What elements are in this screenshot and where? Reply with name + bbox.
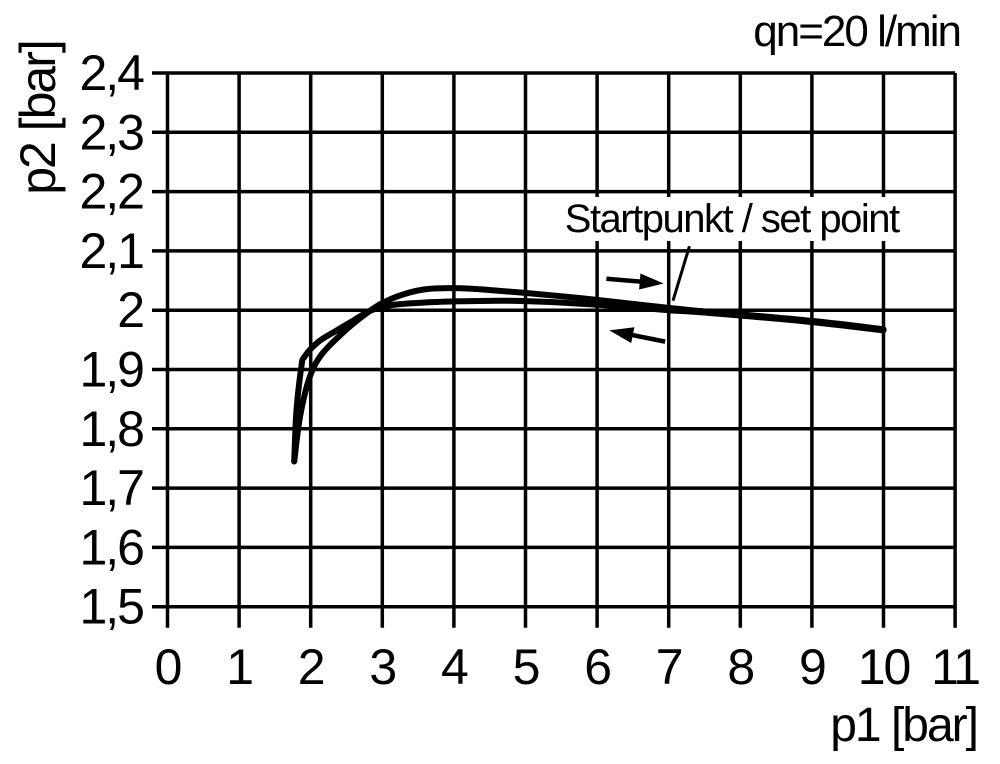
arrow-return-direction-head bbox=[609, 327, 635, 343]
y-axis-title: p2 [bar] bbox=[10, 41, 66, 195]
x-tick-label: 10 bbox=[858, 639, 910, 695]
arrow-return-direction-shaft bbox=[628, 332, 666, 344]
x-tick-label: 9 bbox=[799, 639, 825, 695]
y-tick-label: 2,4 bbox=[79, 45, 144, 101]
x-tick-label: 8 bbox=[727, 639, 753, 695]
flow-rate-condition-label: qn=20 l/min bbox=[753, 7, 962, 56]
y-tick-label: 1,9 bbox=[79, 342, 143, 398]
y-tick-label: 2 bbox=[117, 282, 143, 338]
x-axis-title: p1 [bar] bbox=[830, 699, 979, 752]
y-tick-label: 1,7 bbox=[79, 460, 143, 516]
y-tick-label: 2,2 bbox=[79, 164, 143, 220]
y-tick-label: 1,5 bbox=[79, 579, 143, 635]
x-tick-label: 5 bbox=[513, 639, 539, 695]
x-tick-label: 6 bbox=[584, 639, 610, 695]
x-tick-label: 3 bbox=[369, 639, 395, 695]
y-tick-label: 2,3 bbox=[79, 104, 143, 160]
set-point-annotation: Startpunkt / set point bbox=[559, 196, 904, 241]
x-tick-label: 11 bbox=[931, 639, 979, 695]
x-tick-label: 7 bbox=[656, 639, 682, 695]
x-tick-label: 0 bbox=[155, 639, 181, 695]
x-tick-label: 4 bbox=[441, 639, 468, 695]
y-tick-label: 1,6 bbox=[79, 519, 143, 575]
y-tick-label: 1,8 bbox=[79, 401, 143, 457]
x-tick-label: 1 bbox=[226, 639, 252, 695]
y-tick-label: 2,1 bbox=[79, 223, 143, 279]
arrow-forward-direction-shaft bbox=[606, 276, 644, 285]
curve-decreasing bbox=[291, 297, 887, 465]
set-point-leader-line bbox=[671, 245, 691, 302]
arrow-forward-direction-head bbox=[639, 273, 664, 290]
x-tick-label: 2 bbox=[298, 639, 324, 695]
